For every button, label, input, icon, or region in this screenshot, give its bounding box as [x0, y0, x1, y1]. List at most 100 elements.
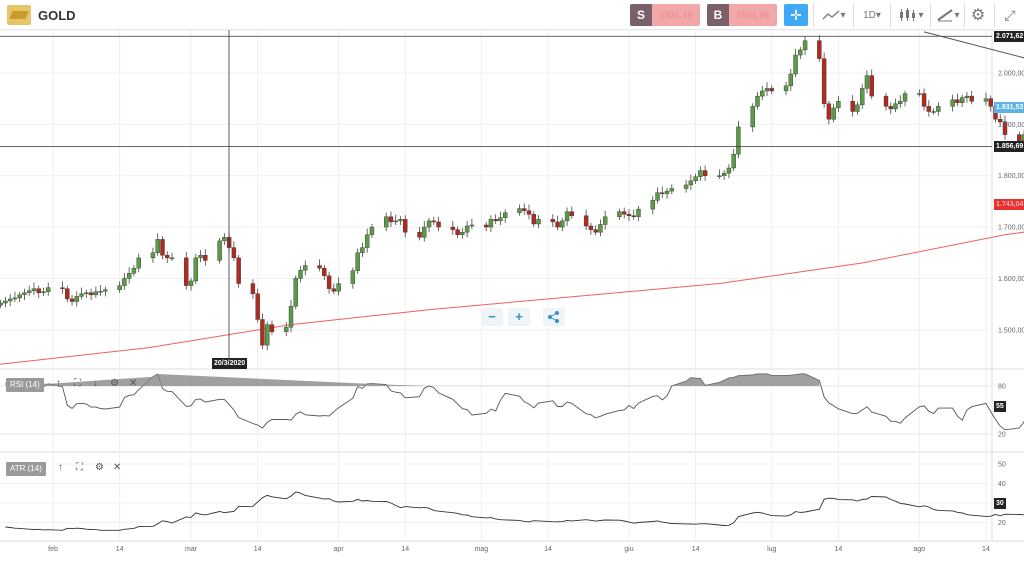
line-chart-icon[interactable]: ▾ [818, 4, 850, 26]
candle-body [660, 192, 665, 194]
candle-body [350, 270, 356, 284]
candle-body [126, 273, 132, 279]
candle-body [669, 188, 674, 192]
zoom-out-button[interactable]: − [481, 308, 503, 326]
candle-body [702, 170, 708, 176]
candle-body [764, 88, 770, 92]
candle-body [802, 40, 808, 51]
x-tick-label: 14 [835, 546, 843, 553]
candle-body [284, 326, 289, 333]
candle-body [46, 287, 51, 292]
candle-body [117, 285, 122, 290]
share-button[interactable] [543, 308, 565, 326]
maximize-icon[interactable]: ⛶ [76, 462, 83, 473]
drawing-icon[interactable]: ▾ [935, 4, 961, 26]
candle-body [1002, 121, 1008, 135]
y-tick-label: 2.000,00 [998, 71, 1024, 78]
candle-body [393, 220, 398, 223]
candle-body [12, 297, 18, 300]
candle-body [798, 49, 803, 56]
candle-body [883, 95, 889, 107]
x-tick-label: 14 [116, 546, 124, 553]
candle-body [222, 237, 227, 242]
ma-price-tag: 1.743,04 [994, 199, 1024, 210]
candle-body [750, 106, 755, 128]
candle-body [184, 257, 189, 286]
y-tick-label: 1.600,00 [998, 276, 1024, 283]
candle-body [588, 225, 594, 230]
candle-body [136, 257, 141, 269]
candle-body [388, 216, 394, 223]
candle-body [322, 267, 327, 277]
candle-body [769, 88, 774, 92]
x-tick-label: mar [185, 546, 198, 553]
gear-icon[interactable]: ⚙ [970, 7, 986, 24]
candle-body [950, 99, 955, 107]
sell-letter: S [630, 4, 652, 26]
candle-body [931, 111, 936, 113]
crosshair-icon[interactable]: ✛ [784, 4, 808, 26]
candle-body [60, 287, 65, 289]
close-icon[interactable]: ✕ [113, 462, 122, 473]
buy-button[interactable]: B 1931,96 [707, 4, 777, 26]
candle-body [983, 98, 989, 102]
candle-body [517, 208, 522, 213]
candle-body [250, 283, 256, 295]
candle-body [969, 95, 974, 102]
candle-body [731, 153, 736, 169]
zoom-in-button[interactable]: + [508, 308, 530, 326]
buy-letter: B [707, 4, 729, 26]
candle-body [1017, 134, 1022, 141]
candle-body [664, 190, 670, 194]
candle-body [736, 126, 741, 155]
sell-button[interactable]: S 1931,49 [630, 4, 700, 26]
expand-icon[interactable]: ⤢ [1004, 6, 1016, 23]
close-icon[interactable]: ✕ [129, 378, 138, 389]
move-up-icon[interactable]: ↑ [56, 378, 61, 389]
candle-body [988, 98, 993, 107]
line-chart-glyph [823, 10, 840, 20]
candle-body [498, 217, 503, 222]
toolbar-divider [930, 3, 931, 27]
candle-body [526, 210, 532, 215]
candle-body [269, 324, 275, 333]
candle-body [369, 226, 375, 235]
toolbar-divider [964, 3, 965, 27]
candle-body [303, 265, 308, 271]
timeframe-select[interactable]: 1D ▾ [863, 9, 881, 21]
candle-body [864, 75, 870, 89]
horizontal-levels-layer [0, 30, 992, 369]
gear-icon[interactable]: ⚙ [95, 462, 104, 473]
move-down-icon[interactable]: ↓ [93, 378, 98, 389]
x-tick-label: 14 [982, 546, 990, 553]
candle-body [331, 288, 337, 292]
candle-body [298, 269, 303, 279]
candle-body [550, 219, 555, 223]
candle-body [855, 104, 860, 112]
gold-bar-icon [7, 5, 31, 25]
candle-body [288, 305, 294, 328]
maximize-icon[interactable]: ⛶ [74, 378, 81, 389]
high-price-tag: 2.071,62 [994, 31, 1024, 42]
candle-body [893, 103, 898, 110]
gear-icon[interactable]: ⚙ [110, 378, 119, 389]
candle-body [522, 208, 527, 211]
y-tick-label: 1.700,00 [998, 225, 1024, 232]
candle-body [27, 290, 32, 293]
candle-body [355, 252, 360, 271]
candle-body [265, 324, 270, 346]
rsi-tick-label: 80 [998, 384, 1006, 391]
moving-average-line [0, 231, 1024, 365]
candle-body [98, 291, 103, 293]
candle-body [564, 211, 570, 222]
candle-body [783, 85, 789, 92]
candle-body [165, 255, 170, 259]
symbol-name[interactable]: GOLD [38, 8, 76, 23]
atr-tick-label: 20 [998, 520, 1006, 527]
candle-body [17, 294, 22, 299]
move-up-icon[interactable]: ↑ [58, 462, 63, 473]
candlestick-icon[interactable]: ▾ [895, 4, 927, 26]
rsi-value-tag: 55 [994, 401, 1006, 412]
candle-body [998, 119, 1003, 122]
